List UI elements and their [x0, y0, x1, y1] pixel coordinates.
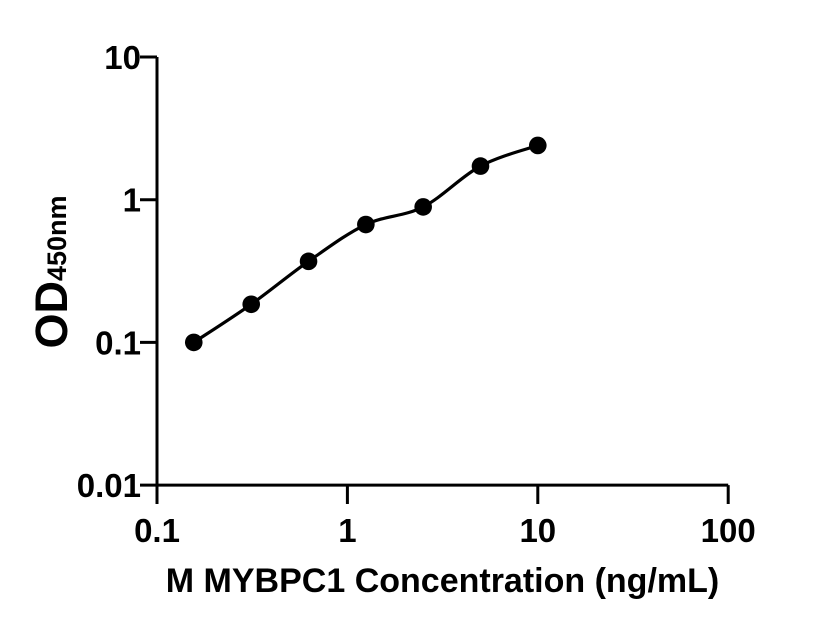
svg-text:1: 1 [338, 512, 356, 549]
svg-text:10: 10 [104, 39, 141, 76]
svg-text:10: 10 [519, 512, 556, 549]
svg-text:0.1: 0.1 [134, 512, 180, 549]
svg-text:100: 100 [701, 512, 756, 549]
svg-text:0.1: 0.1 [95, 324, 141, 361]
svg-text:0.01: 0.01 [77, 467, 141, 504]
svg-text:1: 1 [123, 182, 141, 219]
